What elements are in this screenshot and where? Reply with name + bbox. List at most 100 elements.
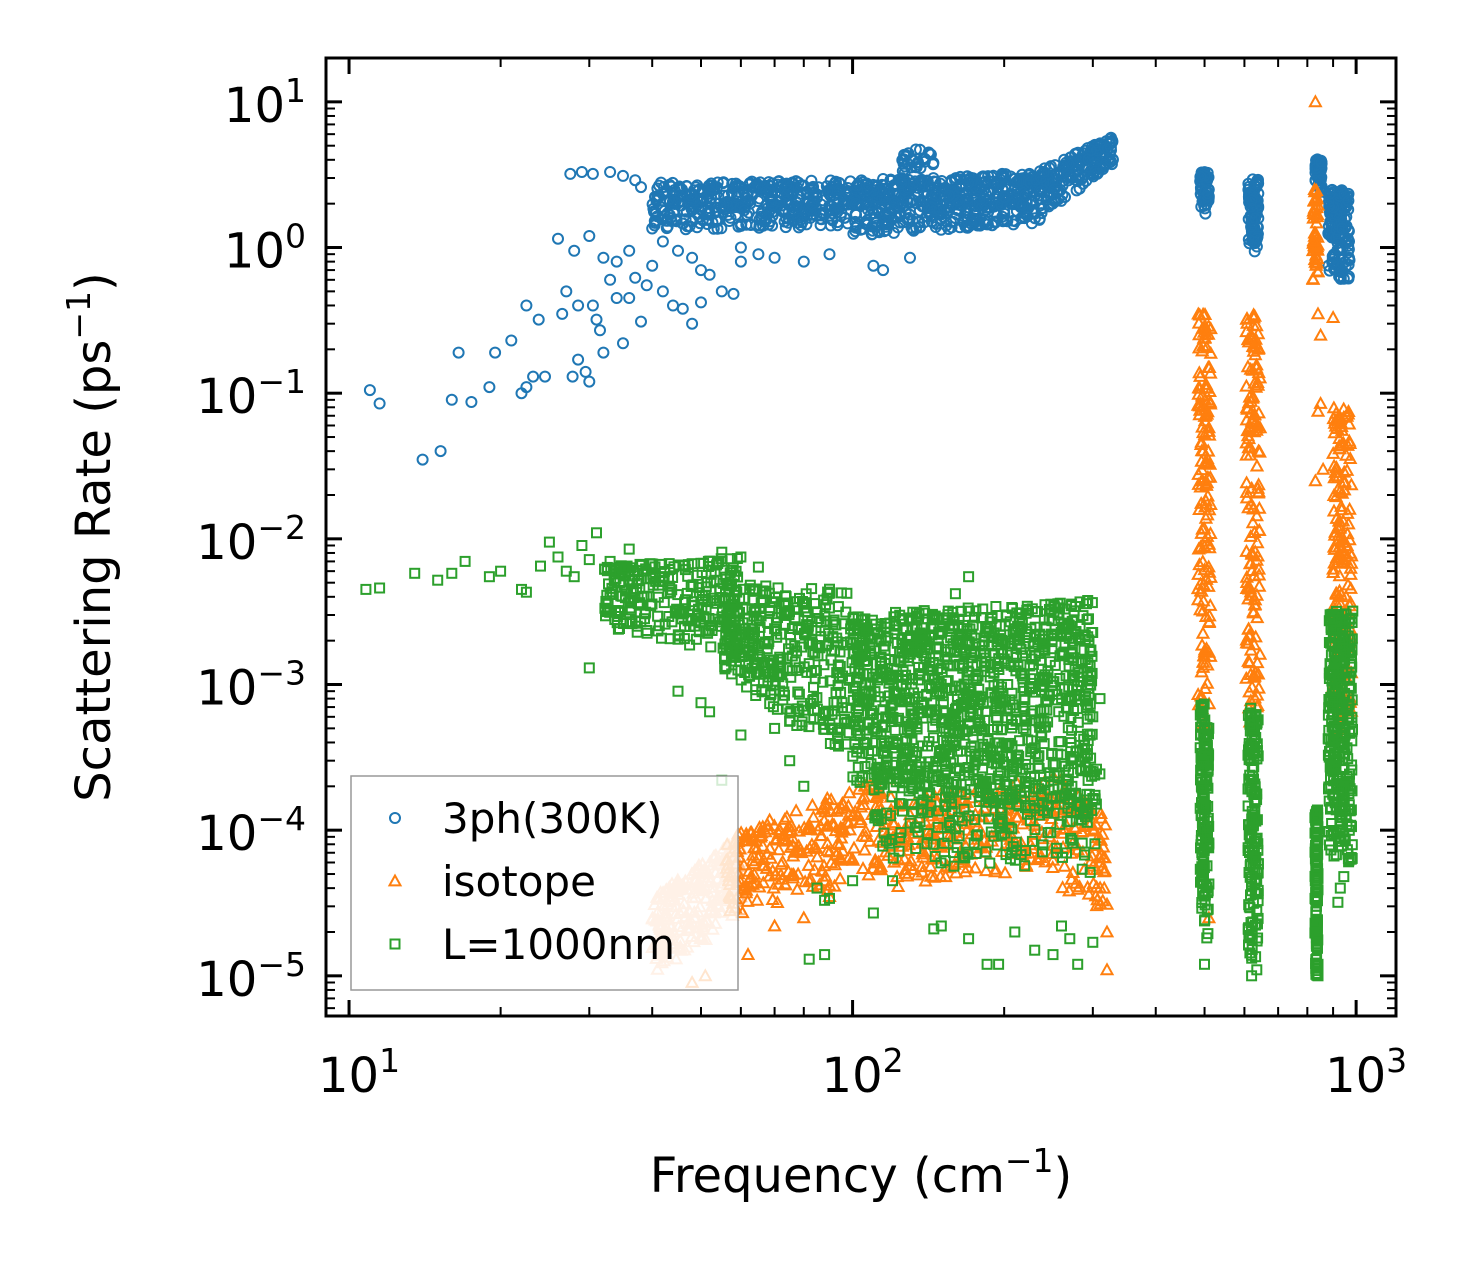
data-point xyxy=(849,197,862,210)
data-point xyxy=(975,202,988,215)
data-point xyxy=(700,207,713,220)
data-point xyxy=(583,230,596,242)
data-point xyxy=(712,214,725,227)
data-point xyxy=(1252,646,1268,660)
data-point xyxy=(774,195,786,208)
data-point xyxy=(759,185,772,198)
data-point xyxy=(980,218,993,231)
data-point xyxy=(704,185,717,198)
data-point xyxy=(586,167,599,180)
data-point xyxy=(835,206,848,219)
data-point xyxy=(1046,197,1059,210)
data-point xyxy=(679,213,692,226)
data-point xyxy=(986,219,999,232)
data-point xyxy=(740,218,753,231)
data-point xyxy=(445,393,458,406)
data-point xyxy=(796,910,811,924)
data-point xyxy=(709,206,722,219)
data-point xyxy=(792,221,805,234)
data-point xyxy=(687,192,700,205)
data-point xyxy=(1310,306,1326,320)
data-point xyxy=(695,296,707,309)
data-point xyxy=(560,285,573,298)
data-point xyxy=(840,185,853,197)
data-point xyxy=(363,384,376,397)
data-point xyxy=(672,244,684,257)
data-point xyxy=(916,200,929,213)
data-point xyxy=(1088,152,1101,164)
data-point xyxy=(604,166,617,178)
data-point xyxy=(705,179,718,192)
data-point xyxy=(899,150,912,163)
data-point xyxy=(979,188,992,200)
data-point xyxy=(847,227,860,240)
data-point xyxy=(949,172,962,185)
data-point xyxy=(1064,171,1076,184)
data-point xyxy=(1250,535,1265,549)
data-point xyxy=(867,207,880,219)
data-point xyxy=(1041,186,1054,199)
data-point xyxy=(722,189,735,202)
data-point xyxy=(668,184,681,197)
data-point xyxy=(1195,625,1211,639)
data-point xyxy=(586,299,599,312)
data-point xyxy=(767,918,782,932)
data-point xyxy=(927,721,939,733)
data-point xyxy=(1008,172,1021,185)
data-point xyxy=(675,199,688,212)
data-point xyxy=(734,241,747,254)
data-point xyxy=(597,346,610,359)
data-point xyxy=(532,313,545,326)
data-point xyxy=(740,947,756,960)
data-point xyxy=(867,259,880,272)
data-point xyxy=(505,334,518,347)
data-point xyxy=(434,445,447,458)
data-point xyxy=(877,264,890,277)
data-point xyxy=(861,183,874,196)
data-point xyxy=(1038,166,1050,178)
data-point xyxy=(715,285,728,298)
data-point xyxy=(865,228,878,241)
data-point xyxy=(997,168,1010,181)
data-point xyxy=(793,190,806,203)
data-point xyxy=(648,205,661,218)
data-point xyxy=(1072,161,1085,174)
data-point xyxy=(1315,461,1331,475)
data-point xyxy=(718,199,730,212)
data-point xyxy=(982,206,995,218)
data-point xyxy=(829,204,842,217)
data-point xyxy=(907,194,920,207)
data-point xyxy=(1325,310,1341,323)
series-0 xyxy=(363,131,1356,466)
data-point xyxy=(748,181,760,194)
data-point xyxy=(373,397,386,410)
data-point xyxy=(527,370,540,383)
data-point xyxy=(660,186,673,199)
data-point xyxy=(926,216,938,228)
data-point xyxy=(756,205,769,218)
data-point xyxy=(859,216,872,229)
data-point xyxy=(686,251,699,264)
data-point xyxy=(1089,165,1102,178)
data-point xyxy=(520,299,533,312)
data-point xyxy=(695,264,707,277)
data-point xyxy=(782,206,795,219)
data-point xyxy=(795,179,808,192)
data-point xyxy=(1105,131,1117,144)
data-point xyxy=(904,251,916,264)
data-point xyxy=(861,196,874,209)
data-point xyxy=(765,195,778,208)
data-point xyxy=(997,215,1009,228)
data-point xyxy=(583,375,596,388)
data-point xyxy=(945,221,958,234)
data-point xyxy=(804,203,817,216)
data-point xyxy=(1104,154,1117,166)
data-point xyxy=(656,285,669,298)
data-point xyxy=(1017,186,1030,199)
data-point xyxy=(807,180,820,193)
data-point xyxy=(635,181,647,194)
data-point xyxy=(913,221,926,234)
data-point xyxy=(727,287,740,300)
data-point xyxy=(610,292,623,304)
